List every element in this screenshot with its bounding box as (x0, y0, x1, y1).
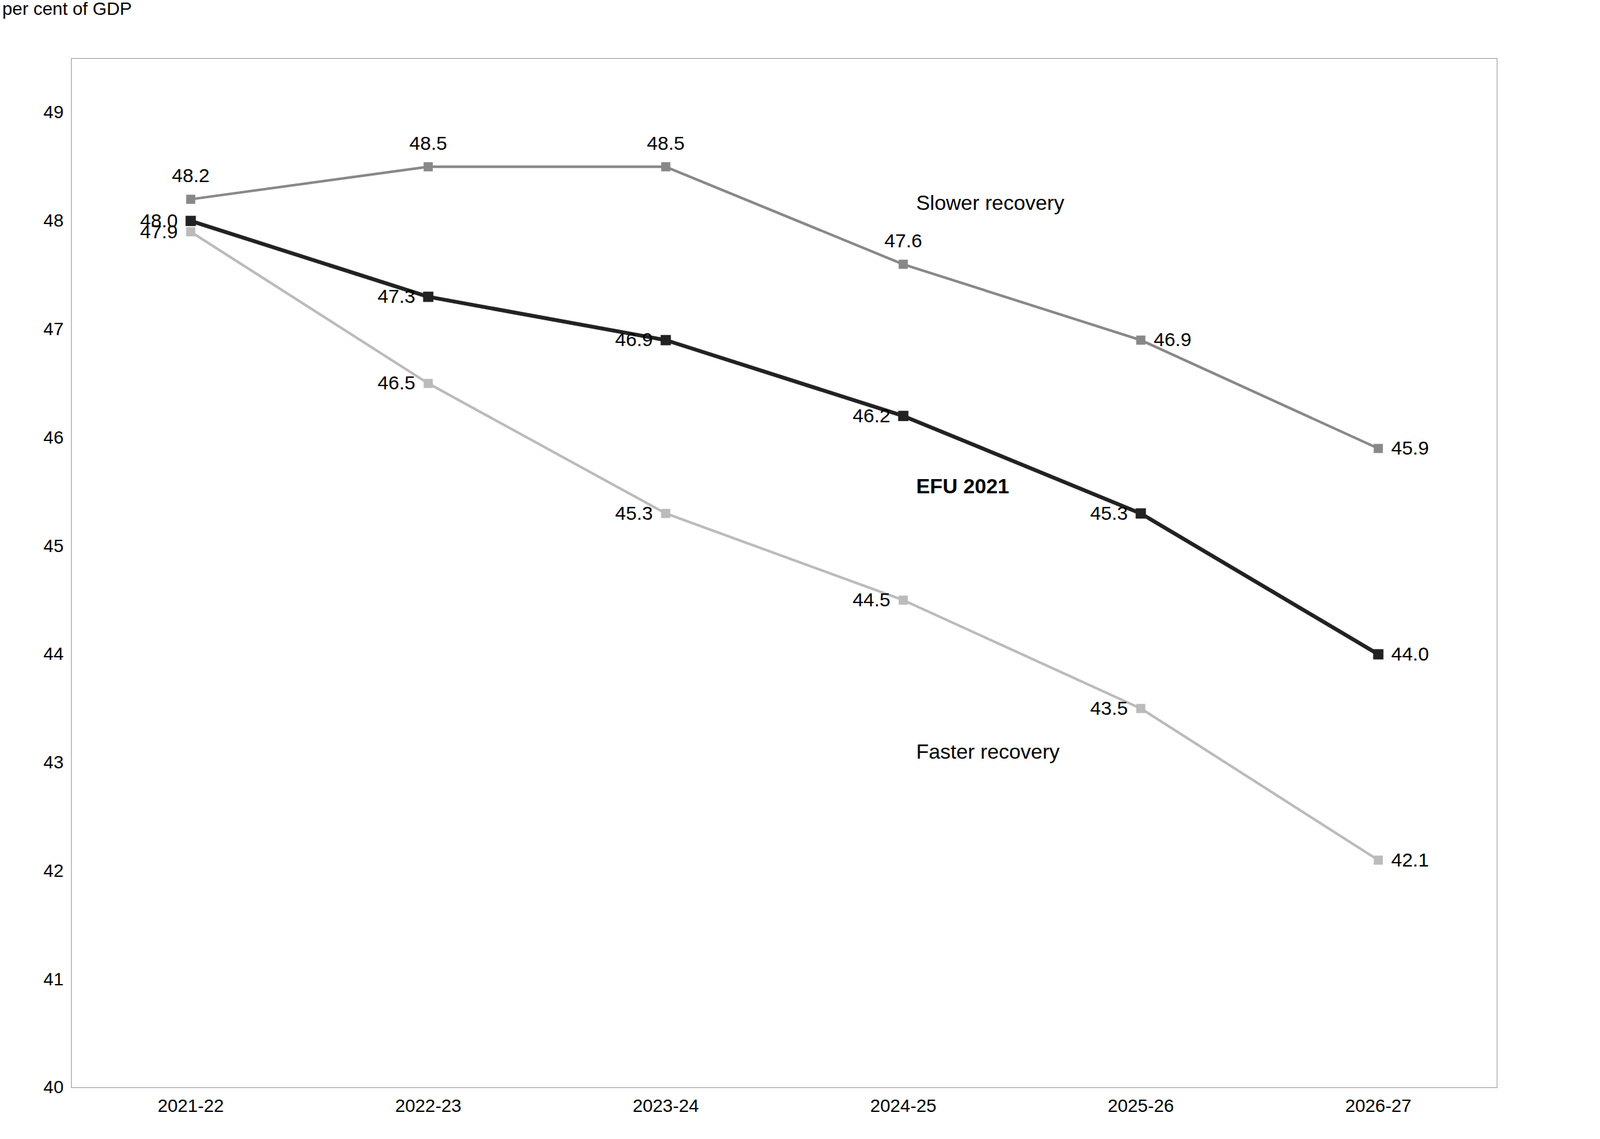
svg-text:41: 41 (43, 968, 64, 989)
svg-text:2026-27: 2026-27 (1345, 1095, 1412, 1116)
svg-text:43.5: 43.5 (1090, 697, 1128, 719)
svg-text:2023-24: 2023-24 (632, 1095, 699, 1116)
svg-text:42: 42 (43, 860, 64, 881)
svg-text:47.9: 47.9 (140, 220, 178, 243)
svg-text:per cent of GDP: per cent of GDP (2, 0, 133, 19)
svg-text:46.2: 46.2 (852, 404, 891, 426)
svg-text:2024-25: 2024-25 (870, 1095, 937, 1116)
svg-text:47: 47 (43, 318, 64, 339)
svg-text:47.6: 47.6 (884, 229, 922, 252)
svg-text:48.2: 48.2 (171, 164, 210, 186)
svg-text:47.3: 47.3 (377, 285, 416, 307)
svg-text:45.3: 45.3 (1090, 502, 1128, 524)
svg-text:44: 44 (43, 643, 64, 664)
svg-text:46.9: 46.9 (615, 328, 653, 350)
svg-text:46: 46 (43, 427, 64, 448)
svg-text:49: 49 (43, 101, 64, 122)
svg-text:48: 48 (43, 210, 64, 231)
svg-text:Faster recovery: Faster recovery (916, 739, 1060, 763)
svg-text:48.5: 48.5 (409, 132, 447, 154)
svg-text:2022-23: 2022-23 (394, 1095, 462, 1116)
svg-text:2021-22: 2021-22 (157, 1095, 224, 1116)
svg-text:45: 45 (43, 535, 64, 556)
svg-text:45.9: 45.9 (1391, 436, 1429, 459)
svg-text:43: 43 (43, 751, 64, 772)
svg-text:44.0: 44.0 (1391, 642, 1429, 665)
svg-text:40: 40 (43, 1076, 64, 1097)
svg-text:46.5: 46.5 (377, 371, 416, 394)
svg-text:44.5: 44.5 (852, 588, 891, 610)
svg-text:42.1: 42.1 (1391, 848, 1429, 871)
svg-text:Slower recovery: Slower recovery (916, 191, 1065, 215)
svg-text:2025-26: 2025-26 (1107, 1095, 1175, 1116)
svg-text:45.3: 45.3 (615, 502, 653, 524)
svg-text:46.9: 46.9 (1154, 328, 1192, 350)
svg-text:EFU 2021: EFU 2021 (916, 474, 1010, 498)
svg-text:48.5: 48.5 (646, 132, 685, 154)
